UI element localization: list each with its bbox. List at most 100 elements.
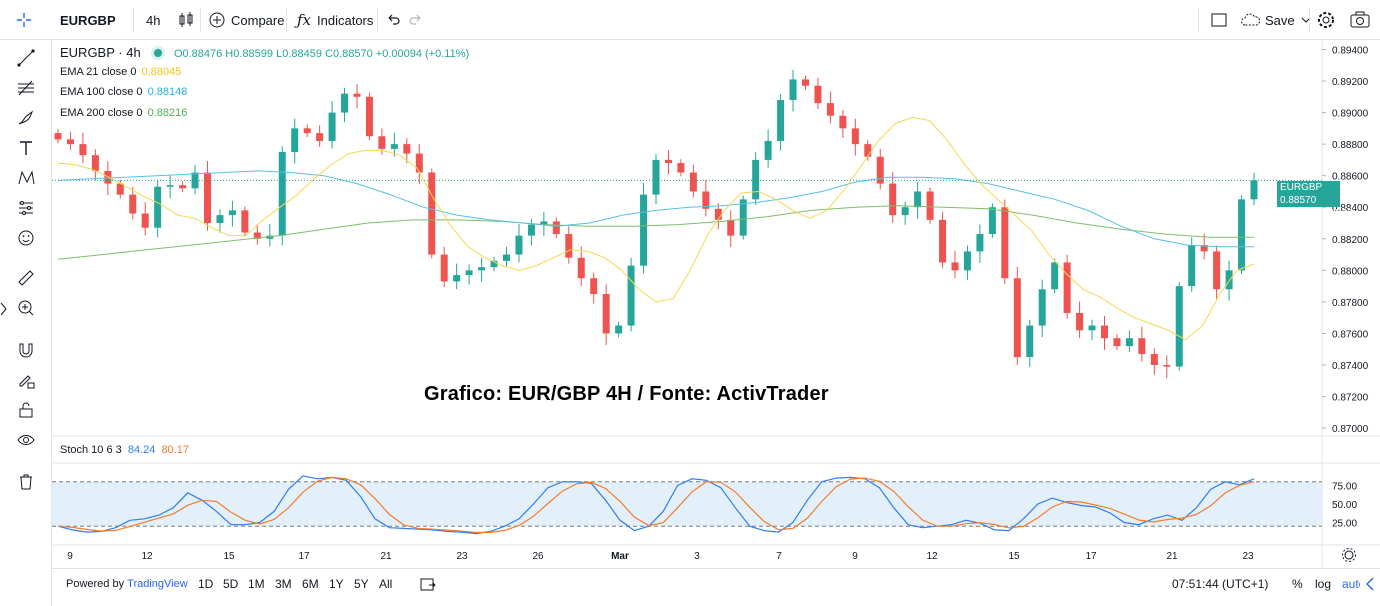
interval-button[interactable]: 4h	[146, 12, 161, 28]
smiley-icon[interactable]	[14, 226, 38, 250]
range-button-1y[interactable]: 1Y	[329, 577, 344, 591]
log-scale-button[interactable]: log	[1315, 577, 1332, 591]
chevron-right-icon[interactable]	[0, 302, 8, 321]
auto-scale-button[interactable]: auto	[1342, 577, 1360, 591]
candle-body	[826, 103, 834, 116]
pattern-icon[interactable]	[14, 166, 38, 190]
eye-icon[interactable]	[14, 428, 38, 452]
candle-body	[839, 115, 847, 129]
time-axis-label: 15	[223, 551, 235, 562]
price-axis-label: 0.89200	[1332, 77, 1369, 88]
save-button[interactable]: Save	[1240, 0, 1313, 40]
symbol-title: EURGBP · 4h	[60, 45, 141, 60]
candle-body	[328, 112, 336, 141]
candle-body	[191, 172, 199, 189]
candle-body	[1150, 353, 1158, 366]
crosshair-icon[interactable]	[12, 0, 36, 40]
stoch-axis-label: 50.00	[1332, 500, 1357, 511]
zoom-in-icon[interactable]	[14, 296, 38, 320]
candle-body	[552, 221, 560, 235]
price-tag-value: 0.88570	[1280, 195, 1317, 206]
range-button-5y[interactable]: 5Y	[354, 577, 369, 591]
ohlc-values: O0.88476 H0.88599 L0.88459 C0.88570 +0.0…	[173, 48, 470, 60]
candle-body	[129, 194, 137, 214]
range-button-all[interactable]: All	[379, 577, 393, 591]
candle-body	[266, 235, 274, 239]
candle-body	[590, 278, 598, 295]
candle-body	[503, 254, 510, 261]
percent-scale-button[interactable]: %	[1292, 577, 1303, 591]
price-axis-label: 0.87000	[1332, 424, 1369, 435]
candle-style-icon[interactable]	[177, 0, 195, 40]
candle-body	[988, 207, 996, 235]
candle-body	[515, 235, 523, 255]
candle-body	[241, 210, 249, 233]
symbol-search-button[interactable]: EURGBP	[60, 12, 116, 28]
bottom-bar: Powered by TradingView 1D 5D 1M 3M 6M 1Y 5Y All…	[52, 568, 1380, 598]
redo-icon[interactable]	[408, 0, 424, 40]
divider	[1309, 8, 1310, 32]
clock-time[interactable]: 07:51:44 (UTC+1)	[1172, 577, 1269, 591]
range-button-5d[interactable]: 5D	[223, 577, 239, 591]
range-button-1m[interactable]: 1M	[248, 577, 265, 591]
range-button-1d[interactable]: 1D	[198, 577, 214, 591]
stoch-d-line	[57, 476, 1255, 533]
candle-body	[216, 215, 224, 224]
candle-body	[1250, 180, 1258, 200]
divider	[133, 8, 134, 32]
gear-icon[interactable]	[1316, 0, 1336, 40]
compare-button[interactable]: Compare	[208, 0, 284, 40]
candle-body	[378, 136, 386, 149]
unlock-icon[interactable]	[14, 398, 38, 422]
lock-drawings-icon[interactable]	[14, 368, 38, 392]
candle-body	[527, 224, 535, 236]
ema21-label: EMA 21 close 0	[60, 66, 137, 78]
candle-body	[228, 210, 236, 216]
candle-body	[777, 99, 785, 141]
axis-settings-icon	[1344, 550, 1354, 560]
time-axis-label: 17	[298, 551, 310, 562]
camera-icon[interactable]	[1349, 0, 1371, 40]
range-button-6m[interactable]: 6M	[302, 577, 319, 591]
chart-area[interactable]: 0.89400 0.89200 0.89000 0.88800 0.88600 0.884…	[52, 40, 1380, 568]
candle-body	[864, 144, 872, 157]
chevron-left-icon[interactable]	[1365, 569, 1375, 599]
trend-line-icon[interactable]	[14, 46, 38, 70]
candle-body	[976, 234, 984, 252]
text-tool-icon[interactable]	[14, 136, 38, 160]
candles	[54, 69, 1258, 379]
candle-body	[490, 260, 498, 268]
candle-body	[465, 270, 473, 276]
trash-icon[interactable]	[14, 470, 38, 494]
candle-body	[54, 133, 62, 140]
price-axis-label: 0.87400	[1332, 361, 1369, 372]
candle-body	[714, 208, 722, 220]
candle-body	[851, 128, 859, 145]
fib-retracement-icon[interactable]	[14, 76, 38, 100]
stoch-band	[52, 481, 1322, 527]
tradingview-link[interactable]: TradingView	[127, 578, 188, 590]
ema21-line	[57, 116, 1255, 341]
time-axis-label: 3	[694, 551, 700, 562]
candle-body	[141, 213, 149, 228]
magnet-icon[interactable]	[14, 338, 38, 362]
candle-body	[739, 199, 747, 236]
candle-body	[640, 194, 648, 266]
date-range-icon[interactable]	[419, 569, 437, 599]
time-axis-label: 12	[141, 551, 153, 562]
prediction-icon[interactable]	[14, 196, 38, 220]
range-button-3m[interactable]: 3M	[275, 577, 292, 591]
plus-circle-icon	[209, 12, 225, 28]
fullscreen-icon[interactable]	[1210, 0, 1228, 40]
stoch-legend: Stoch 10 6 3 84.24 80.17	[60, 444, 189, 456]
brush-icon[interactable]	[14, 106, 38, 130]
time-axis-label: 9	[852, 551, 858, 562]
last-price-tag: EURGBP 0.88570 08:15	[1277, 181, 1353, 219]
candle-body	[802, 79, 809, 86]
time-axis-label: 9	[67, 551, 73, 562]
undo-icon[interactable]	[385, 0, 401, 40]
candle-body	[303, 128, 311, 134]
indicators-button[interactable]: ƒx Indicators	[297, 0, 373, 40]
save-label: Save	[1265, 12, 1295, 28]
ruler-icon[interactable]	[14, 266, 38, 290]
